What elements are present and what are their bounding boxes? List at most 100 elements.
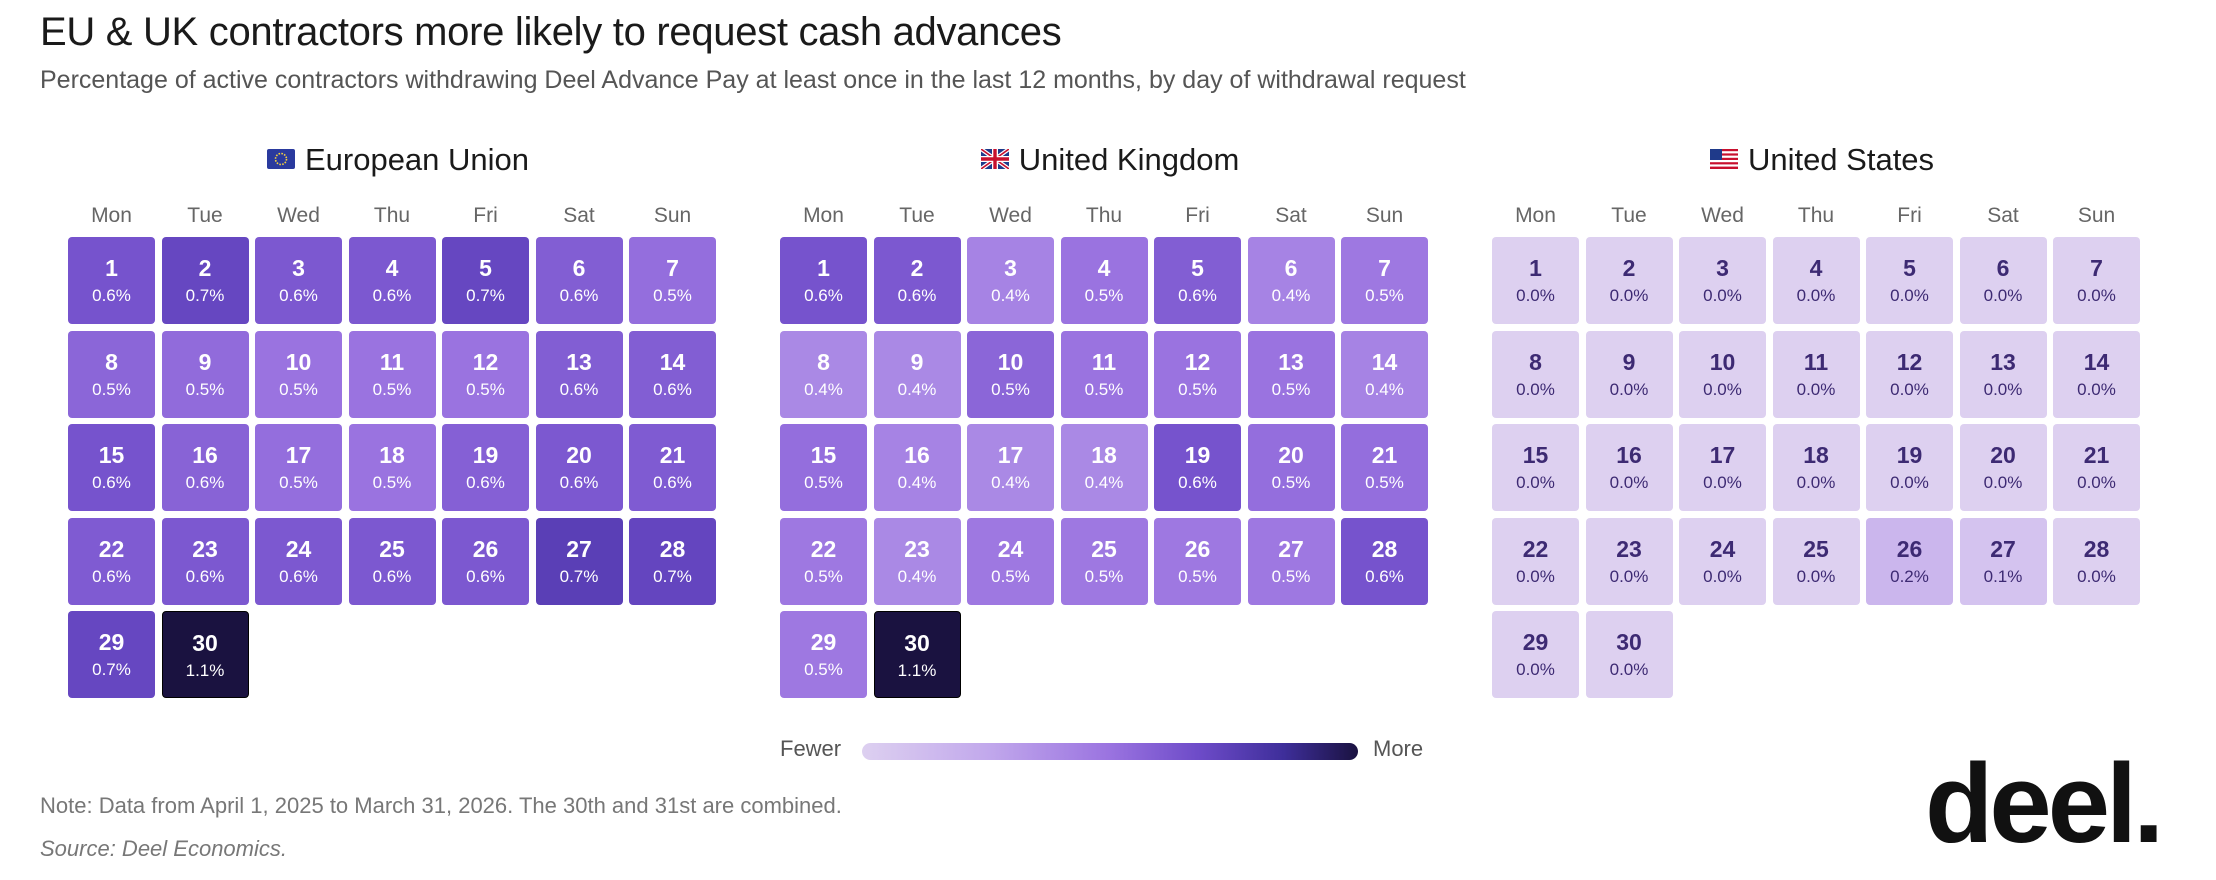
us-day-number-28: 28	[2083, 535, 2110, 562]
eu-day-cell-14: 14 0.6%	[629, 330, 716, 418]
eu-day-cell-13: 13 0.6%	[535, 330, 623, 418]
eu-day-value-7: 0.5%	[653, 286, 692, 305]
uk-day-value-5: 0.6%	[1178, 286, 1217, 305]
uk-day-number-4: 4	[1097, 255, 1111, 281]
legend-low-label: Fewer	[780, 736, 842, 761]
us-day-cell-9: 9 0.0%	[1585, 330, 1673, 418]
us-day-value-4: 0.0%	[1796, 286, 1836, 305]
eu-day-cell-12: 12 0.5%	[442, 330, 529, 418]
chart-source: Source: Deel Economics.	[40, 836, 287, 861]
eu-calendar-panel: European Union Mon Tue Wed Thu Fri Sat Sun 1 0.6…	[68, 142, 728, 702]
deel-logo: deel.	[1925, 741, 2164, 866]
eu-day-cell-8: 8 0.5%	[68, 330, 155, 418]
chart-note: Note: Data from April 1, 2025 to March 3…	[40, 793, 842, 818]
uk-day-number-28: 28	[1371, 535, 1398, 562]
eu-panel-title-text: European Union	[304, 142, 530, 177]
eu-day-value-9: 0.5%	[185, 379, 225, 399]
uk-day-value-2: 0.6%	[897, 286, 937, 305]
us-day-cell-3: 3 0.0%	[1679, 237, 1766, 324]
us-day-value-19: 0.0%	[1890, 473, 1929, 492]
us-day-cell-10: 10 0.0%	[1679, 330, 1766, 418]
uk-day-cell-25: 25 0.5%	[1060, 517, 1148, 605]
eu-day-number-25: 25	[379, 535, 405, 562]
uk-weekday-sun: Sun	[1365, 204, 1404, 227]
eu-day-cell-7: 7 0.5%	[629, 237, 716, 324]
us-day-number-26: 26	[1896, 535, 1923, 562]
uk-day-number-8: 8	[817, 348, 830, 375]
uk-day-number-24: 24	[997, 535, 1024, 562]
us-day-number-27: 27	[1990, 535, 2016, 562]
uk-day-cell-22: 22 0.5%	[780, 517, 867, 605]
eu-day-number-17: 17	[285, 442, 312, 468]
uk-flag-icon	[980, 148, 1009, 169]
us-calendar-panel: United States Mon Tue Wed Thu Fri Sat Sun 1 0.0%…	[1492, 142, 2152, 702]
uk-day-number-17: 17	[997, 442, 1024, 468]
us-day-cell-14: 14 0.0%	[2053, 330, 2140, 418]
us-weekday-sun: Sun	[2077, 204, 2116, 227]
uk-day-number-3: 3	[1004, 255, 1017, 281]
eu-weekday-tue: Tue	[187, 204, 223, 227]
us-day-cell-13: 13 0.0%	[1959, 330, 2047, 418]
uk-day-value-30: 1.1%	[897, 661, 937, 680]
us-day-number-25: 25	[1803, 535, 1829, 562]
uk-day-cell-21: 21 0.5%	[1341, 424, 1428, 511]
eu-panel-title: European Union	[68, 142, 728, 178]
us-day-value-25: 0.0%	[1796, 566, 1836, 586]
us-day-value-17: 0.0%	[1703, 473, 1742, 492]
us-day-cell-17: 17 0.0%	[1679, 424, 1766, 511]
uk-weekday-fri: Fri	[1185, 204, 1210, 227]
uk-day-cell-17: 17 0.4%	[967, 424, 1054, 511]
uk-day-cell-1: 1 0.6%	[780, 237, 867, 324]
eu-day-cell-22: 22 0.6%	[68, 517, 155, 605]
us-day-value-6: 0.0%	[1983, 286, 2023, 305]
eu-weekday-fri: Fri	[473, 204, 498, 227]
eu-day-cell-18: 18 0.5%	[348, 424, 436, 511]
uk-day-number-5: 5	[1191, 255, 1204, 281]
us-day-cell-23: 23 0.0%	[1585, 517, 1673, 605]
eu-day-value-19: 0.6%	[466, 473, 505, 492]
us-day-number-20: 20	[1990, 442, 2016, 468]
us-day-number-29: 29	[1522, 629, 1549, 655]
eu-day-number-19: 19	[472, 442, 499, 468]
uk-day-value-1: 0.6%	[804, 286, 843, 305]
eu-day-number-26: 26	[472, 535, 499, 562]
us-day-number-19: 19	[1896, 442, 1923, 468]
eu-weekday-sun: Sun	[653, 204, 692, 227]
us-day-cell-18: 18 0.0%	[1772, 424, 1860, 511]
eu-day-value-13: 0.6%	[559, 379, 599, 399]
eu-day-value-30: 1.1%	[185, 661, 225, 680]
us-day-value-13: 0.0%	[1983, 379, 2023, 399]
uk-day-value-18: 0.4%	[1084, 473, 1124, 492]
uk-day-number-12: 12	[1184, 348, 1211, 375]
us-day-number-30: 30	[1616, 629, 1642, 655]
eu-day-number-10: 10	[285, 348, 312, 375]
uk-day-number-29: 29	[810, 629, 837, 655]
eu-day-value-18: 0.5%	[372, 473, 412, 492]
us-weekday-sat: Sat	[1987, 204, 2019, 227]
us-day-cell-11: 11 0.0%	[1772, 330, 1860, 418]
us-day-number-2: 2	[1622, 255, 1636, 281]
uk-day-value-9: 0.4%	[897, 379, 937, 399]
uk-day-cell-29: 29 0.5%	[780, 611, 867, 698]
uk-day-cell-9: 9 0.4%	[873, 330, 961, 418]
us-day-number-5: 5	[1903, 255, 1916, 281]
eu-day-value-8: 0.5%	[92, 379, 131, 399]
eu-day-value-27: 0.7%	[559, 566, 599, 586]
eu-day-cell-29: 29 0.7%	[68, 611, 155, 698]
uk-day-number-19: 19	[1184, 442, 1211, 468]
us-day-cell-28: 28 0.0%	[2053, 517, 2140, 605]
eu-day-cell-30: 30 1.1%	[161, 611, 249, 698]
eu-weekday-thu: Thu	[373, 204, 411, 227]
eu-day-number-8: 8	[105, 348, 118, 375]
eu-day-cell-28: 28 0.7%	[629, 517, 716, 605]
uk-day-number-7: 7	[1378, 255, 1391, 281]
us-weekday-fri: Fri	[1897, 204, 1922, 227]
uk-day-cell-14: 14 0.4%	[1341, 330, 1428, 418]
us-day-number-3: 3	[1716, 255, 1729, 281]
uk-day-number-25: 25	[1091, 535, 1117, 562]
us-day-cell-4: 4 0.0%	[1772, 237, 1860, 324]
uk-day-number-9: 9	[910, 348, 924, 375]
eu-day-value-25: 0.6%	[372, 566, 412, 586]
eu-day-value-26: 0.6%	[466, 566, 505, 586]
us-day-cell-29: 29 0.0%	[1492, 611, 1579, 698]
